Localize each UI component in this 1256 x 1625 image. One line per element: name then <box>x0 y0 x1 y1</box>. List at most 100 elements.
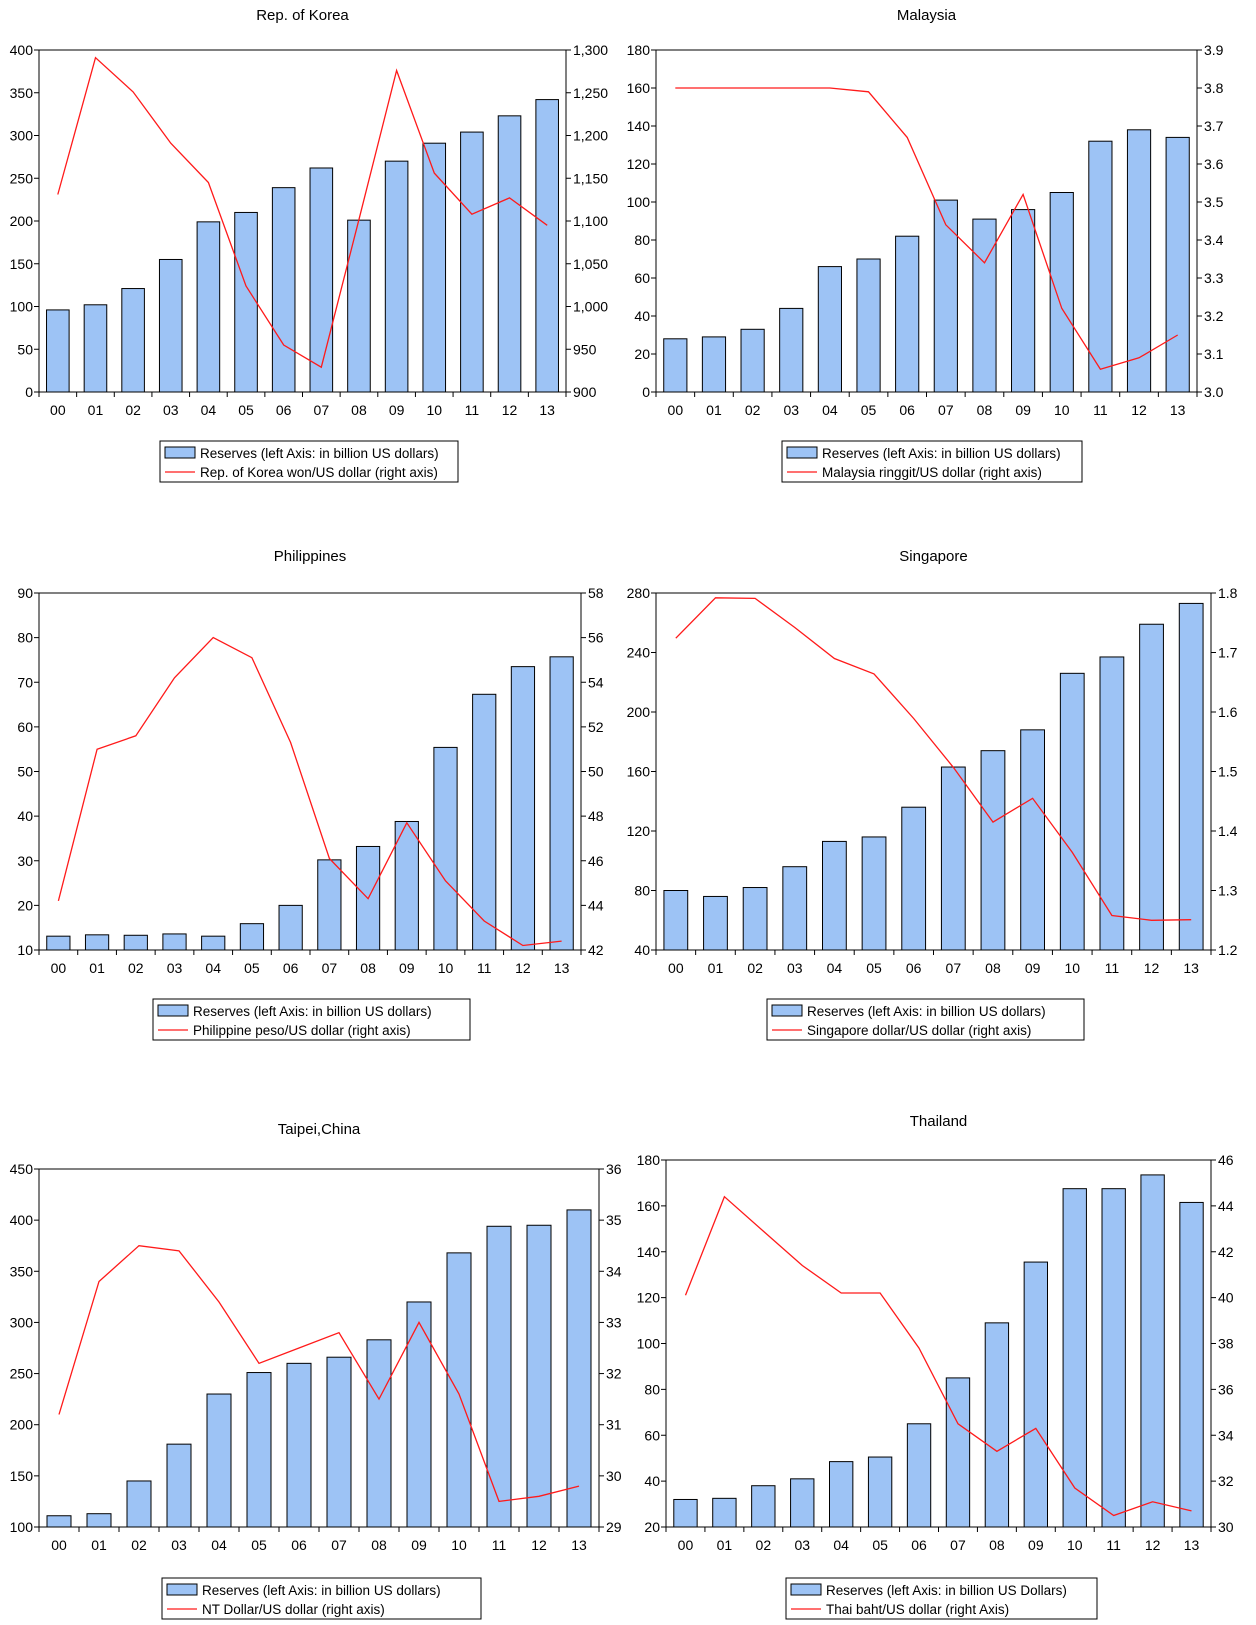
left-tick-label: 160 <box>627 80 651 96</box>
bar-02 <box>751 1485 776 1528</box>
left-tick-label: 400 <box>10 42 34 58</box>
x-tick-label: 11 <box>1106 1537 1121 1553</box>
x-tick-label: 00 <box>51 960 67 976</box>
x-tick-label: 02 <box>745 402 761 418</box>
bar-01 <box>703 895 728 951</box>
right-tick-label: 1.6 <box>1218 704 1238 720</box>
right-tick-label: 38 <box>1218 1336 1234 1352</box>
x-tick-label: 03 <box>163 402 179 418</box>
x-tick-label: 00 <box>668 402 684 418</box>
plot-frame <box>665 1159 1212 1528</box>
right-tick-label: 35 <box>606 1212 622 1228</box>
legend-swatch-bar <box>157 1004 189 1017</box>
left-tick-label: 100 <box>10 299 34 315</box>
x-tick-label: 01 <box>717 1537 733 1553</box>
x-tick-label: 03 <box>787 960 803 976</box>
x-tick-label: 01 <box>88 402 104 418</box>
left-tick-label: 120 <box>637 1290 661 1306</box>
bar-04 <box>822 840 847 951</box>
exchange-rate-line <box>58 1245 580 1503</box>
x-tick-label: 06 <box>899 402 915 418</box>
left-tick-label: 80 <box>644 1381 660 1397</box>
chart-singapore: Singapore 40 80 120 160 200 240 280 1.2 1.3 1.4 1.5… <box>627 548 1238 1041</box>
left-tick-label: 300 <box>10 1314 34 1330</box>
bar-12 <box>510 666 536 951</box>
x-tick-label: 12 <box>502 402 518 418</box>
legend: Reserves (left Axis: in billion US dolla… <box>159 440 459 483</box>
left-tick-label: 70 <box>17 674 33 690</box>
right-tick-label: 30 <box>1218 1519 1234 1535</box>
x-tick-label: 07 <box>938 402 954 418</box>
legend-label-reserves: Reserves (left Axis: in billion US dolla… <box>202 1583 441 1598</box>
plot-frame <box>38 1168 600 1528</box>
right-tick-label: 58 <box>588 585 604 601</box>
chart-korea: Rep. of Korea050100150200250300350400900… <box>10 7 608 483</box>
bar-01 <box>84 934 110 951</box>
x-tick-label: 01 <box>89 960 105 976</box>
x-tick-label: 06 <box>283 960 299 976</box>
right-tick-label: 1,150 <box>573 170 608 186</box>
right-tick-label: 36 <box>606 1161 622 1177</box>
bar-06 <box>901 806 927 951</box>
left-tick-label: 150 <box>10 256 34 272</box>
x-tick-label: 09 <box>389 402 405 418</box>
left-tick-label: 120 <box>627 156 651 172</box>
right-tick-label: 3.3 <box>1204 270 1224 286</box>
left-tick-label: 60 <box>17 719 33 735</box>
bar-06 <box>895 235 920 393</box>
bar-12 <box>1139 623 1164 951</box>
right-tick-label: 52 <box>588 719 604 735</box>
x-tick-label: 03 <box>171 1537 187 1553</box>
right-tick-label: 34 <box>1218 1427 1234 1443</box>
bar-00 <box>46 935 71 951</box>
right-tick-label: 1,100 <box>573 213 608 229</box>
right-tick-label: 29 <box>606 1519 622 1535</box>
right-tick-label: 3.1 <box>1204 346 1224 362</box>
right-tick-label: 56 <box>588 630 604 646</box>
legend-box <box>159 440 459 483</box>
bar-08 <box>347 219 371 393</box>
bar-07 <box>945 1377 971 1528</box>
bar-10 <box>1059 672 1085 951</box>
right-tick-label: 40 <box>1218 1290 1234 1306</box>
legend-swatch-bar <box>790 1583 822 1596</box>
bar-11 <box>460 131 484 393</box>
x-tick-label: 07 <box>331 1537 347 1553</box>
right-tick-label: 1.2 <box>1218 942 1238 958</box>
bar-07 <box>309 167 334 393</box>
x-tick-label: 13 <box>1184 1537 1200 1553</box>
left-tick-label: 20 <box>644 1519 660 1535</box>
right-tick-label: 32 <box>606 1366 622 1382</box>
x-tick-label: 02 <box>128 960 144 976</box>
x-tick-label: 05 <box>244 960 260 976</box>
bar-02 <box>742 887 768 951</box>
bar-06 <box>271 187 296 393</box>
right-tick-label: 36 <box>1218 1381 1234 1397</box>
legend-label-reserves: Reserves (left Axis: in billion US dolla… <box>193 1004 432 1019</box>
x-tick-label: 05 <box>872 1537 888 1553</box>
x-tick-label: 09 <box>1015 402 1031 418</box>
exchange-rate-line <box>57 636 562 947</box>
x-tick-label: 13 <box>539 402 555 418</box>
legend: Reserves (left Axis: in billion US Dolla… <box>785 1577 1098 1620</box>
left-tick-label: 100 <box>10 1519 34 1535</box>
right-tick-label: 1.5 <box>1218 764 1238 780</box>
bar-09 <box>1020 729 1046 951</box>
left-tick-label: 80 <box>17 630 33 646</box>
x-tick-label: 02 <box>131 1537 147 1553</box>
legend-label-rate: Thai baht/US dollar (right Axis) <box>826 1602 1009 1617</box>
bar-11 <box>1099 656 1125 951</box>
legend-label-reserves: Reserves (left Axis: in billion US dolla… <box>822 446 1061 461</box>
bar-13 <box>549 656 574 951</box>
bar-01 <box>86 1513 112 1528</box>
chart-thailand: Thailand20406080100120140160180303234363… <box>637 1113 1234 1620</box>
left-tick-label: 140 <box>637 1244 661 1260</box>
left-tick-label: 180 <box>627 42 651 58</box>
x-tick-label: 11 <box>1093 402 1108 418</box>
legend-box <box>161 1577 482 1620</box>
bar-04 <box>206 1393 232 1528</box>
bar-00 <box>673 1498 698 1528</box>
bar-13 <box>1179 1201 1204 1528</box>
right-tick-label: 42 <box>1218 1244 1234 1260</box>
